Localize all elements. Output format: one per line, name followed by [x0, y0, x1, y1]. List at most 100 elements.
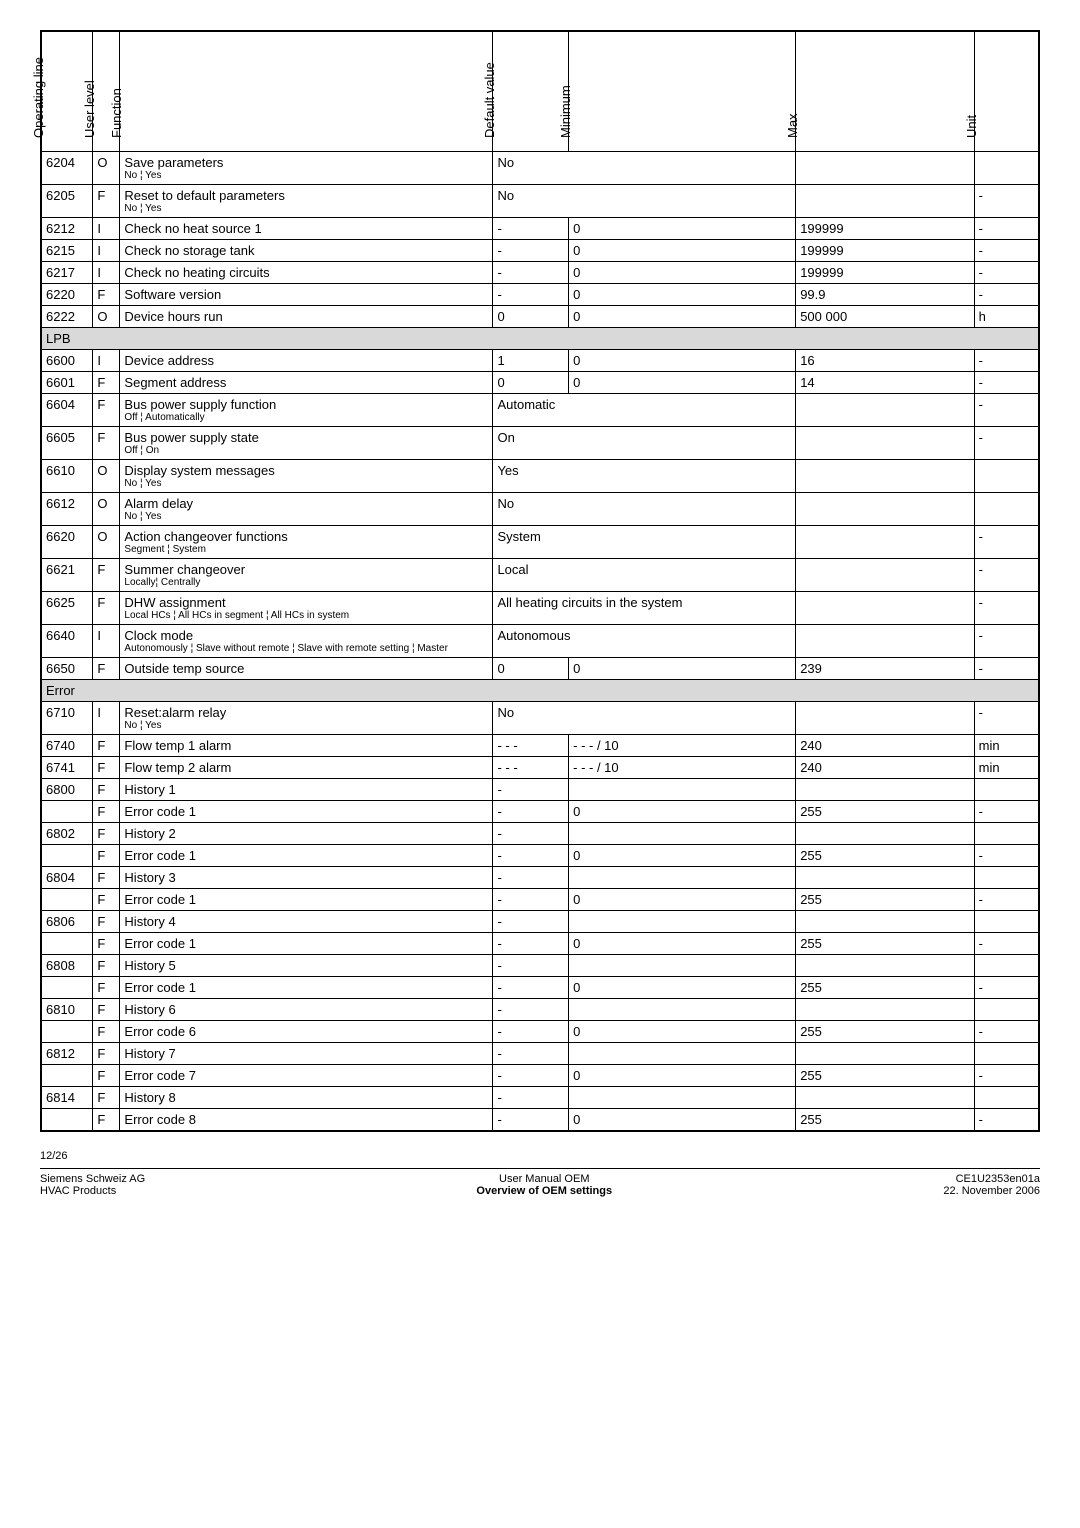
cell-unit: min: [974, 756, 1039, 778]
cell-unit: [974, 998, 1039, 1020]
header-unit: Unit: [974, 31, 1039, 151]
cell-operating-line: [41, 800, 93, 822]
cell-function: Error code 1: [120, 844, 493, 866]
cell-max: 255: [796, 932, 974, 954]
section-row: Error: [41, 679, 1039, 701]
cell-default-span: System: [493, 525, 796, 558]
cell-operating-line: [41, 888, 93, 910]
cell-max: [796, 184, 974, 217]
cell-user-level: I: [93, 624, 120, 657]
table-row: 6810FHistory 6-: [41, 998, 1039, 1020]
cell-max: 240: [796, 734, 974, 756]
cell-max: 255: [796, 976, 974, 998]
cell-function: Outside temp source: [120, 657, 493, 679]
cell-user-level: F: [93, 888, 120, 910]
cell-max: 255: [796, 1020, 974, 1042]
cell-minimum: 0: [569, 371, 796, 393]
cell-operating-line: 6612: [41, 492, 93, 525]
table-row: FError code 8-0255-: [41, 1108, 1039, 1131]
cell-max: [796, 701, 974, 734]
page-footer: 12/26 Siemens Schweiz AG HVAC Products U…: [40, 1150, 1040, 1197]
cell-default-span: No: [493, 184, 796, 217]
cell-unit: -: [974, 844, 1039, 866]
table-row: 6640IClock modeAutonomously ¦ Slave with…: [41, 624, 1039, 657]
cell-default: -: [493, 866, 569, 888]
cell-operating-line: 6215: [41, 239, 93, 261]
table-row: 6800FHistory 1-: [41, 778, 1039, 800]
cell-function: Flow temp 2 alarm: [120, 756, 493, 778]
cell-default: -: [493, 1108, 569, 1131]
cell-operating-line: 6212: [41, 217, 93, 239]
cell-default: -: [493, 932, 569, 954]
section-row: LPB: [41, 327, 1039, 349]
cell-unit: [974, 954, 1039, 976]
cell-unit: [974, 492, 1039, 525]
cell-minimum: [569, 1086, 796, 1108]
cell-operating-line: 6802: [41, 822, 93, 844]
cell-unit: -: [974, 701, 1039, 734]
cell-max: 199999: [796, 239, 974, 261]
cell-max: 255: [796, 1108, 974, 1131]
table-row: 6612OAlarm delayNo ¦ YesNo: [41, 492, 1039, 525]
cell-default-span: Yes: [493, 459, 796, 492]
cell-function: Software version: [120, 283, 493, 305]
footer-center: User Manual OEM Overview of OEM settings: [476, 1173, 612, 1197]
cell-default-span: Autonomous: [493, 624, 796, 657]
cell-user-level: F: [93, 778, 120, 800]
cell-default-span: No: [493, 151, 796, 184]
cell-max: [796, 910, 974, 932]
cell-user-level: F: [93, 371, 120, 393]
table-row: 6814FHistory 8-: [41, 1086, 1039, 1108]
cell-unit: [974, 866, 1039, 888]
cell-max: 255: [796, 844, 974, 866]
cell-function: Error code 1: [120, 800, 493, 822]
cell-function: Error code 7: [120, 1064, 493, 1086]
cell-operating-line: 6600: [41, 349, 93, 371]
cell-default-span: Local: [493, 558, 796, 591]
cell-user-level: I: [93, 349, 120, 371]
cell-minimum: 0: [569, 1064, 796, 1086]
cell-function: Clock modeAutonomously ¦ Slave without r…: [120, 624, 493, 657]
cell-operating-line: 6621: [41, 558, 93, 591]
cell-max: [796, 1086, 974, 1108]
cell-default: -: [493, 778, 569, 800]
cell-function: Device hours run: [120, 305, 493, 327]
cell-default: -: [493, 1042, 569, 1064]
cell-max: [796, 822, 974, 844]
cell-function: Action changeover functionsSegment ¦ Sys…: [120, 525, 493, 558]
cell-function: Error code 8: [120, 1108, 493, 1131]
cell-max: 255: [796, 800, 974, 822]
table-row: FError code 1-0255-: [41, 844, 1039, 866]
cell-function: History 2: [120, 822, 493, 844]
cell-unit: h: [974, 305, 1039, 327]
cell-operating-line: 6605: [41, 426, 93, 459]
cell-function: Bus power supply functionOff ¦ Automatic…: [120, 393, 493, 426]
cell-default: -: [493, 217, 569, 239]
table-row: 6220FSoftware version-099.9-: [41, 283, 1039, 305]
cell-user-level: I: [93, 217, 120, 239]
cell-operating-line: 6205: [41, 184, 93, 217]
cell-user-level: F: [93, 426, 120, 459]
cell-user-level: F: [93, 1064, 120, 1086]
cell-default: -: [493, 954, 569, 976]
table-row: 6650FOutside temp source00239-: [41, 657, 1039, 679]
cell-unit: -: [974, 525, 1039, 558]
cell-default: -: [493, 1086, 569, 1108]
table-row: FError code 1-0255-: [41, 888, 1039, 910]
cell-function: History 3: [120, 866, 493, 888]
cell-user-level: F: [93, 657, 120, 679]
cell-operating-line: 6800: [41, 778, 93, 800]
cell-max: [796, 459, 974, 492]
table-row: FError code 7-0255-: [41, 1064, 1039, 1086]
cell-unit: -: [974, 1064, 1039, 1086]
cell-unit: -: [974, 239, 1039, 261]
table-row: FError code 1-0255-: [41, 932, 1039, 954]
cell-user-level: F: [93, 558, 120, 591]
cell-minimum: [569, 954, 796, 976]
cell-function: Check no storage tank: [120, 239, 493, 261]
cell-user-level: F: [93, 1086, 120, 1108]
cell-max: 16: [796, 349, 974, 371]
cell-max: [796, 426, 974, 459]
cell-user-level: I: [93, 261, 120, 283]
cell-minimum: 0: [569, 1020, 796, 1042]
